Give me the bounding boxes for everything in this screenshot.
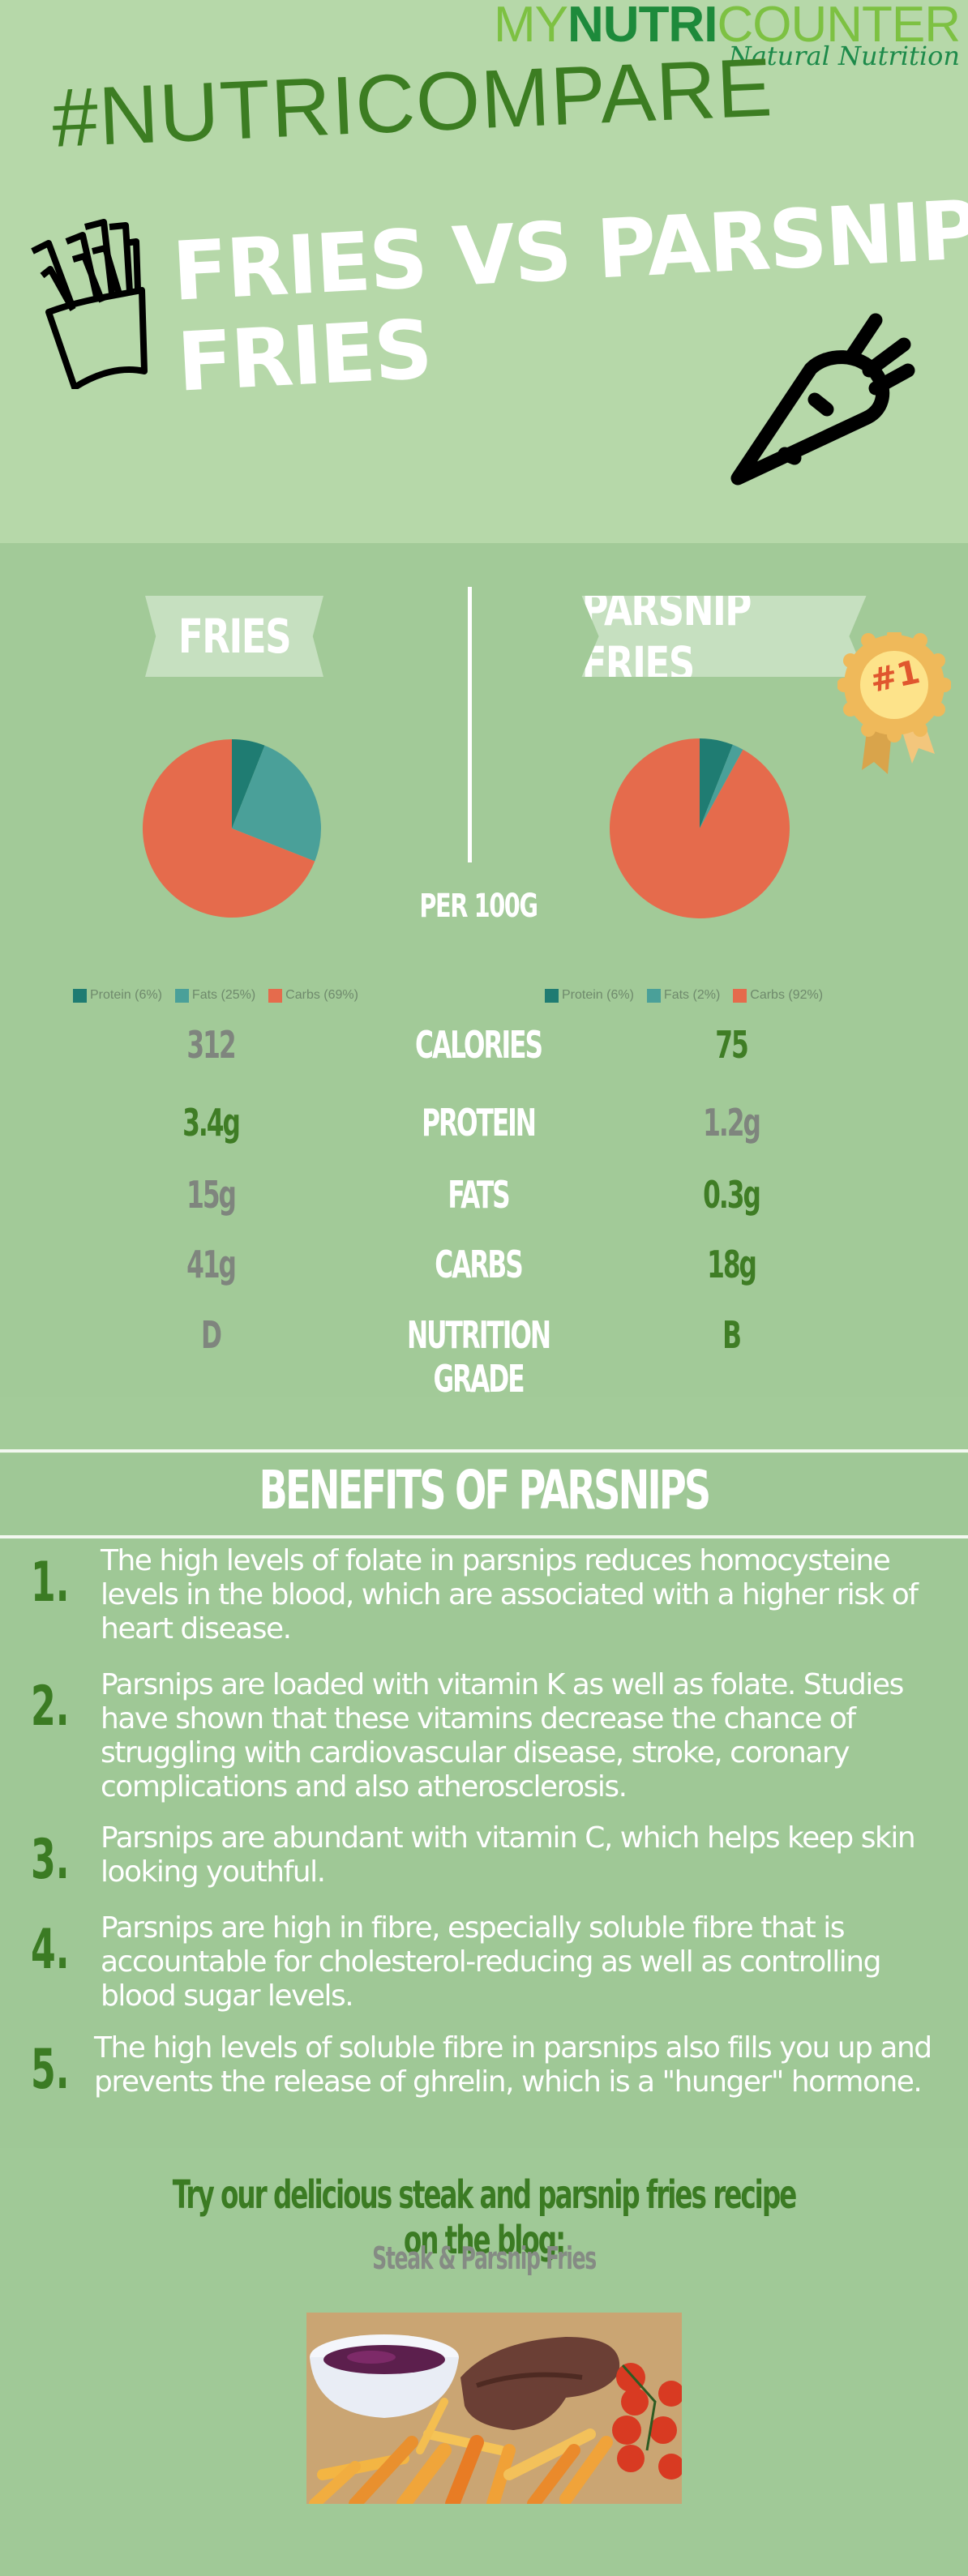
benefits-section [0, 1454, 968, 2148]
fries-carbs: 41g [186, 1243, 237, 1286]
row-label: CARBS [435, 1243, 523, 1286]
table-row-fats: 15g FATS 0.3g [0, 1173, 968, 1230]
pie-slice-carbs [610, 738, 790, 918]
table-row-grade: D NUTRITION GRADE B [0, 1313, 968, 1401]
table-row-protein: 3.4g PROTEIN 1.2g [0, 1101, 968, 1157]
legend-fats: Fats (2%) [646, 988, 720, 1003]
recipe-cta: Try our delicious steak and parsnip frie… [172, 2172, 798, 2263]
fries-banner-label: FRIES [145, 596, 323, 677]
benefit-text: Parsnips are loaded with vitamin K as we… [101, 1668, 904, 1804]
legend-fats: Fats (25%) [174, 988, 255, 1003]
benefit-text: Parsnips are high in fibre, especially s… [101, 1911, 881, 2013]
logo-tagline: Natural Nutrition [728, 41, 960, 71]
benefit-text: The high levels of folate in parsnips re… [101, 1544, 919, 1645]
carbs-swatch [268, 988, 283, 1003]
recipe-photo[interactable] [306, 2313, 682, 2504]
parsnip-calories: 75 [715, 1023, 748, 1067]
logo-nutri: NUTRI [568, 0, 717, 53]
pie-slice-fats [232, 745, 321, 862]
benefit-number: 4. [31, 1918, 70, 1982]
fries-legend: Protein (6%) Fats (25%) Carbs (69%) [73, 988, 365, 1003]
row-label: CALORIES [415, 1023, 543, 1067]
section-spacer [0, 1397, 968, 1451]
parsnip-banner: PARSNIP FRIES [542, 596, 906, 677]
table-row-calories: 312 CALORIES 75 [0, 1023, 968, 1080]
rank-badge: #1 [837, 627, 952, 786]
parsnip-legend: Protein (6%) Fats (2%) Carbs (92%) [545, 988, 829, 1003]
table-row-carbs: 41g CARBS 18g [0, 1243, 968, 1299]
pie-slice-protein [232, 739, 265, 828]
center-divider [468, 587, 472, 862]
fries-pie-chart [142, 738, 322, 918]
mynutricounter-logo[interactable]: MYNUTRICOUNTER Natural Nutrition [494, 0, 961, 77]
parsnip-pie-chart [609, 738, 790, 919]
benefit-number: 3. [31, 1828, 70, 1892]
pie-slice-protein [700, 738, 733, 828]
recipe-link[interactable]: Steak & Parsnip Fries [372, 2240, 597, 2276]
fries-banner: FRIES [120, 596, 349, 677]
row-label: FATS [448, 1173, 510, 1217]
per-100g-label: PER 100G [419, 888, 538, 925]
legend-protein: Protein (6%) [545, 988, 634, 1003]
row-label: NUTRITION GRADE [406, 1313, 551, 1401]
pie-slice-fats [700, 744, 743, 828]
parsnip-banner-label: PARSNIP FRIES [581, 596, 867, 677]
carrot-icon [713, 304, 924, 507]
divider [0, 1449, 968, 1453]
logo-my: MY [494, 0, 568, 53]
protein-swatch [73, 988, 87, 1003]
benefit-number: 2. [31, 1675, 70, 1739]
protein-swatch [545, 988, 559, 1003]
benefit-number: 5. [31, 2038, 70, 2102]
benefit-text: The high levels of soluble fibre in pars… [94, 2031, 932, 2099]
comparison-section [0, 543, 968, 1397]
parsnip-carbs: 18g [707, 1243, 757, 1286]
benefits-title: BENEFITS OF PARSNIPS [259, 1459, 712, 1521]
fries-calories: 312 [186, 1023, 236, 1067]
row-label: PROTEIN [422, 1101, 537, 1145]
benefit-text: Parsnips are abundant with vitamin C, wh… [101, 1821, 916, 1889]
parsnip-fats: 0.3g [703, 1173, 761, 1217]
divider [0, 1535, 968, 1538]
legend-protein: Protein (6%) [73, 988, 162, 1003]
carbs-swatch [733, 988, 747, 1003]
fries-protein: 3.4g [182, 1101, 241, 1145]
parsnip-protein: 1.2g [703, 1101, 761, 1145]
logo-counter: COUNTER [717, 0, 961, 53]
benefit-number: 1. [31, 1551, 70, 1615]
fries-icon [24, 219, 154, 391]
legend-carbs: Carbs (69%) [268, 988, 358, 1003]
parsnip-grade: B [722, 1313, 742, 1357]
fats-swatch [646, 988, 661, 1003]
legend-carbs: Carbs (92%) [733, 988, 823, 1003]
fries-grade: D [201, 1313, 222, 1357]
fats-swatch [174, 988, 189, 1003]
pie-slice-carbs [142, 739, 315, 918]
fries-fats: 15g [186, 1173, 237, 1217]
